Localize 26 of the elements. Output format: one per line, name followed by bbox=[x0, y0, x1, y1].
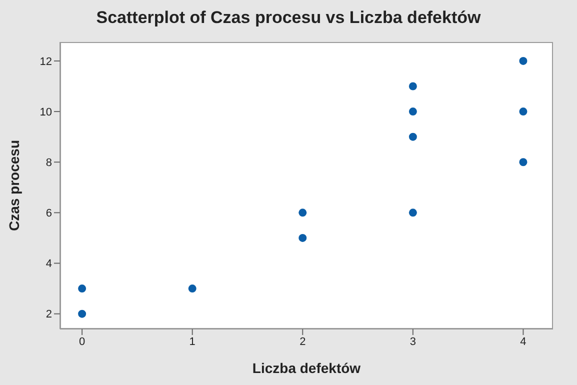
y-axis-title: Czas procesu bbox=[6, 140, 22, 232]
point bbox=[298, 208, 307, 217]
x-tick-label: 3 bbox=[410, 336, 416, 348]
point bbox=[78, 284, 86, 293]
y-tick-label: 12 bbox=[40, 56, 52, 68]
chart-title: Scatterplot of Czas procesu vs Liczba defektów bbox=[95, 8, 482, 28]
point bbox=[298, 234, 307, 242]
x-tick-label: 4 bbox=[520, 336, 526, 348]
point bbox=[78, 310, 86, 318]
x-tick-label: 1 bbox=[189, 336, 196, 348]
point bbox=[408, 82, 417, 90]
y-tick-label: 10 bbox=[40, 106, 52, 118]
point bbox=[408, 208, 417, 217]
y-tick-label: 2 bbox=[46, 308, 52, 321]
x-tick-label: 2 bbox=[300, 336, 306, 348]
y-tick-label: 8 bbox=[46, 157, 52, 170]
point bbox=[519, 56, 528, 65]
point bbox=[408, 132, 417, 141]
point bbox=[519, 108, 528, 116]
x-tick-label: 0 bbox=[78, 336, 86, 348]
point bbox=[188, 284, 196, 293]
point bbox=[519, 158, 528, 166]
x-axis-title: Liczba defektów bbox=[252, 360, 361, 376]
y-tick-label: 4 bbox=[46, 258, 52, 270]
point bbox=[408, 108, 417, 116]
y-tick-label: 6 bbox=[46, 208, 52, 220]
